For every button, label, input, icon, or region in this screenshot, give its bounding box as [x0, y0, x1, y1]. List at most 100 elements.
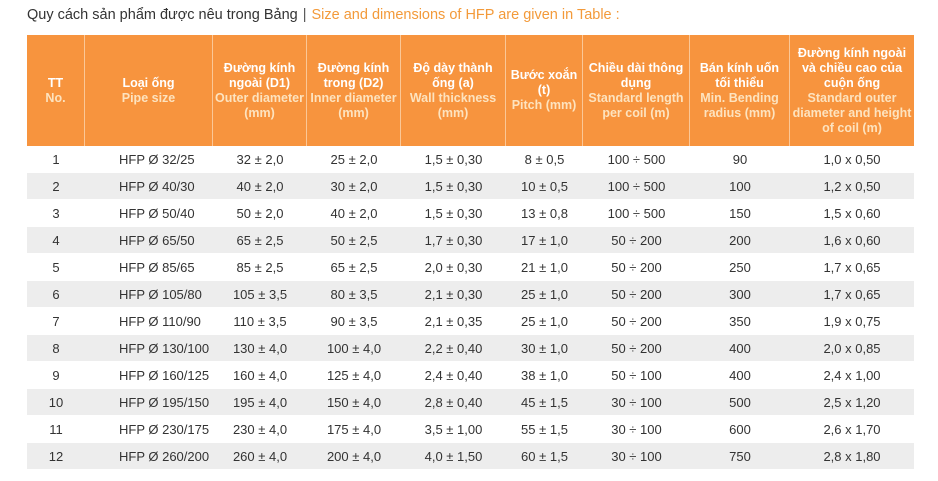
table-cell: 40 ± 2,0	[307, 200, 401, 227]
table-row: 1 HFP Ø 32/25 32 ± 2,0 25 ± 2,0 1,5 ± 0,30 8 …	[27, 146, 914, 173]
table-row: 3 HFP Ø 50/40 50 ± 2,0 40 ± 2,0 1,5 ± 0,30 13…	[27, 200, 914, 227]
table-cell: 195 ± 4,0	[213, 389, 307, 416]
column-header-vietnamese: Bán kính uốn tối thiểu	[699, 60, 780, 90]
table-cell: 500	[690, 389, 790, 416]
column-header-english: Min. Bending radius (mm)	[700, 90, 779, 120]
table-cell: 90 ± 3,5	[307, 308, 401, 335]
table-cell: 40 ± 2,0	[213, 173, 307, 200]
table-cell: 50 ± 2,0	[213, 200, 307, 227]
table-cell: 125 ± 4,0	[307, 362, 401, 389]
table-cell: HFP Ø 230/175	[85, 416, 213, 443]
table-row: 2 HFP Ø 40/30 40 ± 2,0 30 ± 2,0 1,5 ± 0,30 10…	[27, 173, 914, 200]
table-cell: 1,7 x 0,65	[790, 281, 914, 308]
table-cell: 2,1 ± 0,30	[401, 281, 506, 308]
column-header-9: Đường kính ngoài và chiều cao của cuộn ố…	[790, 35, 914, 146]
table-cell: 1,7 ± 0,30	[401, 227, 506, 254]
column-header-english: Pipe size	[121, 90, 176, 105]
table-cell: 50 ÷ 200	[583, 254, 690, 281]
table-cell: 1,0 x 0,50	[790, 146, 914, 173]
column-header-vietnamese: Bước xoắn (t)	[510, 68, 578, 97]
column-header-vietnamese: Đường kính trong (D2)	[317, 60, 390, 90]
table-cell: 250	[690, 254, 790, 281]
table-cell: 17 ± 1,0	[506, 227, 583, 254]
table-cell: 2,1 ± 0,35	[401, 308, 506, 335]
table-cell: 45 ± 1,5	[506, 389, 583, 416]
table-cell: 2,4 x 1,00	[790, 362, 914, 389]
table-cell: 30 ÷ 100	[583, 443, 690, 470]
table-cell: 6	[27, 281, 85, 308]
column-header-english: Standard outer diameter and height of co…	[792, 90, 912, 135]
table-cell: 2,5 x 1,20	[790, 389, 914, 416]
table-cell: 50 ÷ 200	[583, 227, 690, 254]
column-header-2: Loại ống Pipe size	[85, 35, 213, 146]
table-cell: 80 ± 3,5	[307, 281, 401, 308]
table-cell: 2,8 x 1,80	[790, 443, 914, 470]
table-cell: 11	[27, 416, 85, 443]
table-cell: 1,5 ± 0,30	[401, 146, 506, 173]
table-row: 4 HFP Ø 65/50 65 ± 2,5 50 ± 2,5 1,7 ± 0,30 17…	[27, 227, 914, 254]
table-cell: 1,9 x 0,75	[790, 308, 914, 335]
table-cell: 60 ± 1,5	[506, 443, 583, 470]
table-cell: 350	[690, 308, 790, 335]
table-cell: HFP Ø 32/25	[85, 146, 213, 173]
table-cell: 400	[690, 335, 790, 362]
column-header-english: No.	[45, 90, 66, 105]
table-cell: 2,2 ± 0,40	[401, 335, 506, 362]
table-cell: 25 ± 2,0	[307, 146, 401, 173]
table-cell: 30 ± 1,0	[506, 335, 583, 362]
table-cell: 300	[690, 281, 790, 308]
table-cell: 1,7 x 0,65	[790, 254, 914, 281]
table-cell: 2,0 x 0,85	[790, 335, 914, 362]
table-cell: 50 ± 2,5	[307, 227, 401, 254]
table-cell: HFP Ø 85/65	[85, 254, 213, 281]
table-cell: HFP Ø 50/40	[85, 200, 213, 227]
table-cell: 230 ± 4,0	[213, 416, 307, 443]
column-header-english: Pitch (mm)	[511, 98, 577, 112]
table-cell: 50 ÷ 200	[583, 281, 690, 308]
table-cell: HFP Ø 195/150	[85, 389, 213, 416]
table-cell: 2,4 ± 0,40	[401, 362, 506, 389]
table-cell: HFP Ø 110/90	[85, 308, 213, 335]
table-cell: 65 ± 2,5	[307, 254, 401, 281]
table-cell: 3,5 ± 1,00	[401, 416, 506, 443]
column-header-vietnamese: Độ dày thành ống (a)	[413, 60, 493, 90]
table-cell: 10	[27, 389, 85, 416]
table-cell: 25 ± 1,0	[506, 281, 583, 308]
table-cell: 1,5 ± 0,30	[401, 173, 506, 200]
column-header-vietnamese: Loại ống	[122, 75, 175, 90]
column-header-english: Standard length per coil (m)	[588, 90, 684, 120]
table-cell: 13 ± 0,8	[506, 200, 583, 227]
table-cell: 5	[27, 254, 85, 281]
table-cell: 1,5 ± 0,30	[401, 200, 506, 227]
table-cell: 1	[27, 146, 85, 173]
column-header-vietnamese: TT	[47, 75, 64, 90]
column-header-english: Outer diameter (mm)	[215, 90, 304, 120]
table-cell: 175 ± 4,0	[307, 416, 401, 443]
column-header-3: Đường kính ngoài (D1) Outer diameter (mm)	[213, 35, 307, 146]
table-header: TT No. Loại ống Pipe size Đường kính ngoài (…	[27, 35, 914, 146]
table-cell: 1,2 x 0,50	[790, 173, 914, 200]
table-cell: 12	[27, 443, 85, 470]
table-cell: 32 ± 2,0	[213, 146, 307, 173]
table-cell: 10 ± 0,5	[506, 173, 583, 200]
table-cell: 90	[690, 146, 790, 173]
table-row: 9 HFP Ø 160/125 160 ± 4,0 125 ± 4,0 2,4 ± 0,…	[27, 362, 914, 389]
table-row: 7 HFP Ø 110/90 110 ± 3,5 90 ± 3,5 2,1 ± 0,35…	[27, 308, 914, 335]
caption-vietnamese: Quy cách sản phẩm được nêu trong Bảng	[27, 7, 298, 23]
table-cell: 55 ± 1,5	[506, 416, 583, 443]
table-row: 5 HFP Ø 85/65 85 ± 2,5 65 ± 2,5 2,0 ± 0,30 21…	[27, 254, 914, 281]
table-cell: 2,0 ± 0,30	[401, 254, 506, 281]
table-cell: 200 ± 4,0	[307, 443, 401, 470]
table-cell: 30 ÷ 100	[583, 416, 690, 443]
table-cell: 50 ÷ 200	[583, 335, 690, 362]
table-cell: 25 ± 1,0	[506, 308, 583, 335]
table-cell: 600	[690, 416, 790, 443]
table-cell: 100 ± 4,0	[307, 335, 401, 362]
table-cell: 2	[27, 173, 85, 200]
table-cell: 9	[27, 362, 85, 389]
table-cell: 21 ± 1,0	[506, 254, 583, 281]
table-cell: HFP Ø 65/50	[85, 227, 213, 254]
table-cell: 110 ± 3,5	[213, 308, 307, 335]
column-header-english: Wall thickness (mm)	[409, 90, 497, 120]
table-cell: 30 ± 2,0	[307, 173, 401, 200]
